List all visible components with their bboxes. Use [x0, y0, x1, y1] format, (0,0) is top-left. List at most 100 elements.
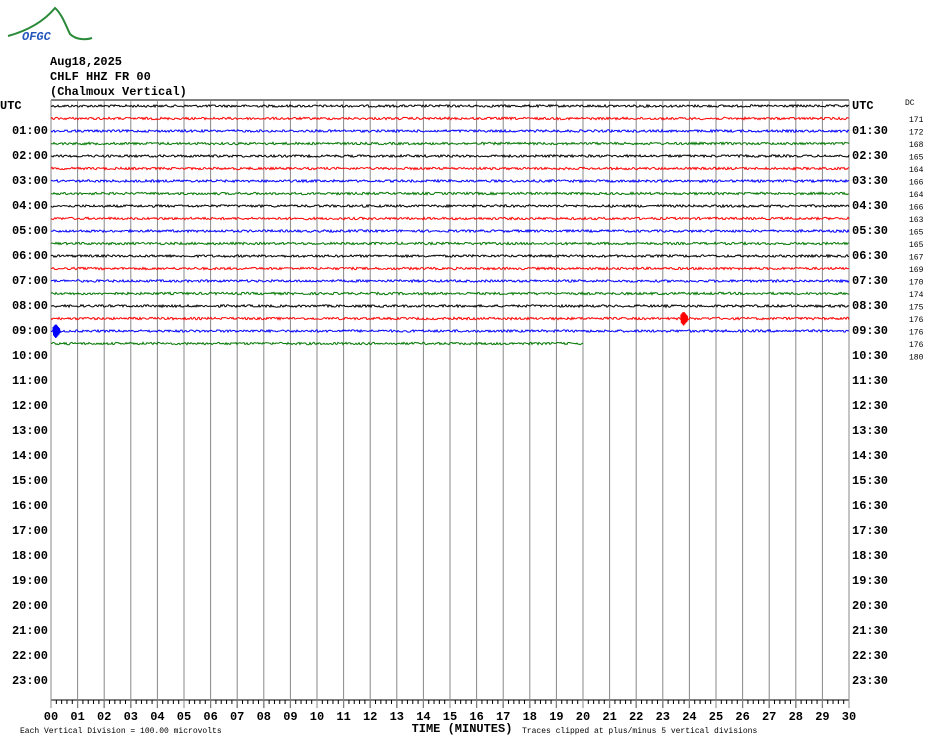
logo-swoosh [7, 6, 93, 41]
right-time-label: UTC [852, 99, 874, 113]
x-tick-label: 18 [523, 710, 537, 724]
x-tick-label: 21 [602, 710, 616, 724]
logo-text: OFGC [22, 30, 52, 44]
x-tick-label: 25 [709, 710, 723, 724]
left-time-label: 05:00 [12, 224, 48, 238]
dc-value: 180 [909, 354, 924, 363]
location: (Chalmoux Vertical) [50, 85, 187, 99]
dc-value: 168 [909, 141, 924, 150]
seismic-trace [50, 316, 850, 321]
x-tick-label: 13 [390, 710, 404, 724]
dc-value: 163 [909, 216, 924, 225]
right-time-label: 23:30 [852, 674, 888, 688]
x-tick-label: 15 [443, 710, 457, 724]
x-tick-label: 24 [682, 710, 696, 724]
right-time-label: 02:30 [852, 149, 888, 163]
dc-value: 167 [909, 254, 924, 263]
left-time-label: 13:00 [12, 424, 48, 438]
seismic-trace [50, 241, 850, 246]
left-time-label: 17:00 [12, 524, 48, 538]
left-time-label: 19:00 [12, 574, 48, 588]
left-time-label: 22:00 [12, 649, 48, 663]
seismic-trace [50, 278, 850, 284]
dc-label: DC [905, 99, 915, 108]
x-tick-label: 00 [44, 710, 58, 724]
right-time-label: 04:30 [852, 199, 888, 213]
dc-value: 164 [909, 191, 924, 200]
left-time-label: 06:00 [12, 249, 48, 263]
right-time-label: 21:30 [852, 624, 888, 638]
right-time-label: 13:30 [852, 424, 888, 438]
left-time-label: 16:00 [12, 499, 48, 513]
right-time-label: 06:30 [852, 249, 888, 263]
left-time-label: 03:00 [12, 174, 48, 188]
seismic-trace [51, 266, 849, 271]
dc-value: 176 [909, 316, 924, 325]
station: CHLF HHZ FR 00 [50, 70, 151, 84]
left-time-label: 12:00 [12, 399, 48, 413]
left-time-label: 02:00 [12, 149, 48, 163]
seismic-trace [50, 116, 849, 121]
left-time-label: 09:00 [12, 324, 48, 338]
dc-value: 164 [909, 166, 924, 175]
seismic-trace [50, 178, 850, 184]
dc-value: 170 [909, 279, 924, 288]
right-time-label: 08:30 [852, 299, 888, 313]
right-time-label: 14:30 [852, 449, 888, 463]
seismic-trace [50, 103, 850, 109]
left-time-label: 23:00 [12, 674, 48, 688]
left-time-label: 20:00 [12, 599, 48, 613]
left-time-label: 01:00 [12, 124, 48, 138]
right-time-label: 05:30 [852, 224, 888, 238]
right-time-label: 15:30 [852, 474, 888, 488]
left-time-label: 14:00 [12, 449, 48, 463]
x-tick-label: 26 [735, 710, 749, 724]
dc-value: 176 [909, 341, 924, 350]
date: Aug18,2025 [50, 55, 122, 69]
x-tick-label: 23 [656, 710, 670, 724]
left-time-label: 18:00 [12, 549, 48, 563]
dc-value: 165 [909, 229, 924, 238]
left-time-label: 15:00 [12, 474, 48, 488]
seismic-trace [50, 228, 850, 234]
x-tick-label: 01 [70, 710, 84, 724]
dc-value: 166 [909, 204, 924, 213]
x-tick-label: 05 [177, 710, 191, 724]
seismic-event [680, 312, 689, 326]
x-tick-label: 20 [576, 710, 590, 724]
dc-value: 169 [909, 266, 924, 275]
x-tick-label: 30 [842, 710, 856, 724]
x-tick-label: 04 [150, 710, 164, 724]
x-tick-label: 10 [310, 710, 324, 724]
footer-left: Each Vertical Division = 100.00 microvol… [20, 727, 222, 736]
left-time-label: 08:00 [12, 299, 48, 313]
left-time-label: 10:00 [12, 349, 48, 363]
right-time-label: 18:30 [852, 549, 888, 563]
x-tick-label: 27 [762, 710, 776, 724]
x-tick-label: 19 [549, 710, 563, 724]
right-time-label: 19:30 [852, 574, 888, 588]
seismic-trace [50, 328, 850, 334]
left-time-label: 11:00 [12, 374, 48, 388]
right-time-label: 11:30 [852, 374, 888, 388]
x-tick-label: 11 [336, 710, 350, 724]
x-tick-label: 29 [815, 710, 829, 724]
left-time-label: 04:00 [12, 199, 48, 213]
seismic-trace [50, 203, 850, 209]
seismic-trace [50, 191, 850, 196]
left-time-label: 21:00 [12, 624, 48, 638]
right-time-label: 17:30 [852, 524, 888, 538]
seismic-trace [51, 303, 850, 309]
x-tick-label: 02 [97, 710, 111, 724]
dc-value: 175 [909, 304, 924, 313]
right-time-label: 07:30 [852, 274, 888, 288]
dc-value: 176 [909, 329, 924, 338]
x-tick-label: 03 [124, 710, 138, 724]
dc-value: 165 [909, 154, 924, 163]
dc-value: 172 [909, 129, 924, 138]
x-tick-label: 07 [230, 710, 244, 724]
x-tick-label: 17 [496, 710, 510, 724]
right-time-label: 03:30 [852, 174, 888, 188]
right-time-label: 12:30 [852, 399, 888, 413]
